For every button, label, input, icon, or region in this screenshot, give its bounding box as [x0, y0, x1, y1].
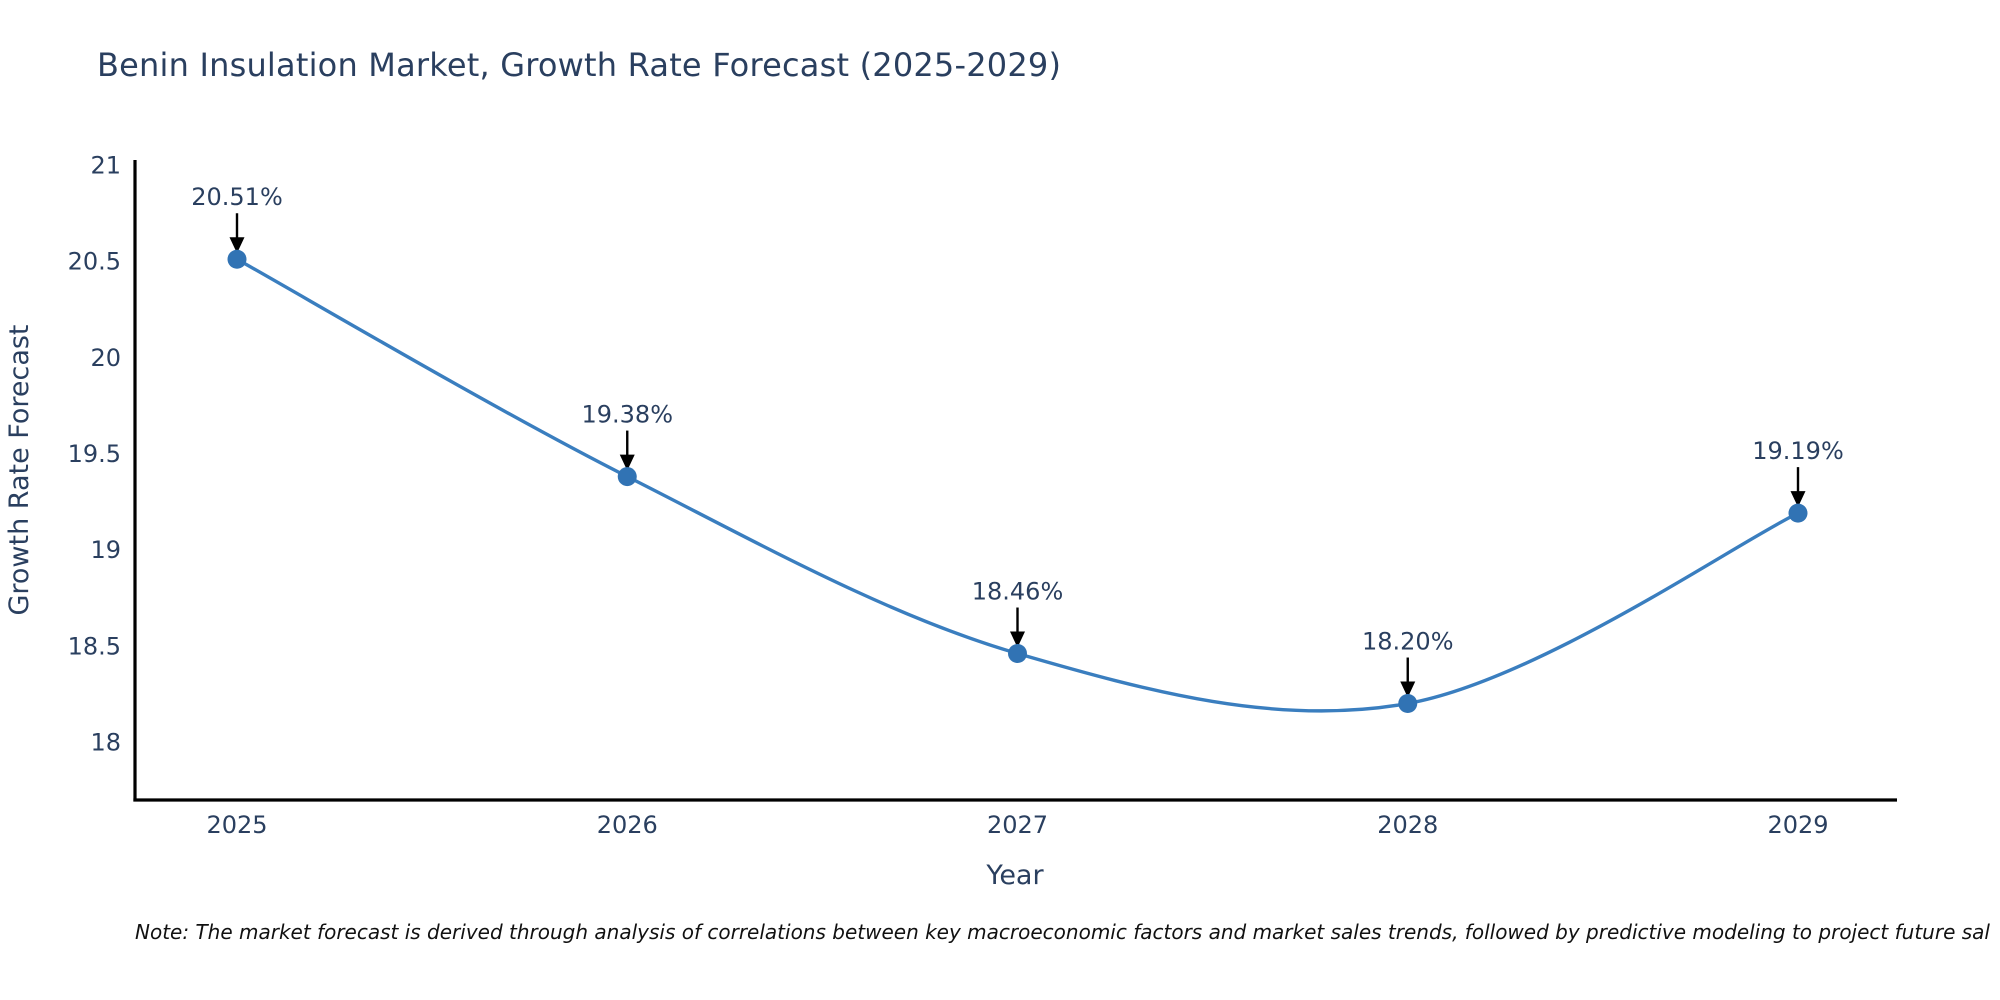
point-annotation: 19.19%	[1752, 437, 1844, 465]
y-tick-label: 21	[90, 152, 121, 180]
annotation-arrowhead	[1010, 631, 1025, 648]
y-tick-label: 19	[90, 536, 121, 564]
plot-area: 21 20.5 20 19.5 19 18.5 18 2025 2026 2027 2028 2029…	[4, 152, 1844, 892]
point-annotation: 19.38%	[581, 401, 673, 429]
chart-title: Benin Insulation Market, Growth Rate For…	[97, 46, 1062, 84]
x-tick-label: 2027	[987, 811, 1048, 839]
x-tick-label: 2026	[597, 811, 658, 839]
x-axis-title: Year	[985, 860, 1044, 891]
y-tick-label: 18.5	[68, 632, 121, 660]
point-annotation: 20.51%	[191, 183, 283, 211]
y-tick-label: 19.5	[68, 440, 121, 468]
y-tick-label: 20.5	[68, 248, 121, 276]
y-tick-label: 20	[90, 344, 121, 372]
data-point-marker[interactable]	[227, 249, 247, 269]
methodology-note: Note: The market forecast is derived thr…	[135, 920, 1990, 944]
annotation-arrowhead	[1400, 681, 1416, 698]
annotation-arrowhead	[229, 237, 245, 254]
data-point-marker[interactable]	[1788, 503, 1808, 523]
point-annotation: 18.20%	[1362, 628, 1454, 656]
data-point-marker[interactable]	[1008, 644, 1027, 664]
annotation-arrowhead	[1790, 491, 1806, 508]
annotation-arrowhead	[619, 454, 635, 471]
x-tick-label: 2029	[1767, 811, 1828, 839]
x-tick-label: 2025	[206, 811, 267, 839]
data-point-marker[interactable]	[617, 467, 637, 487]
x-tick-label: 2028	[1377, 811, 1438, 839]
y-axis-title: Growth Rate Forecast	[4, 324, 35, 615]
data-point-marker[interactable]	[1398, 694, 1418, 714]
y-tick-label: 18	[90, 728, 121, 756]
point-annotation: 18.46%	[972, 578, 1064, 606]
